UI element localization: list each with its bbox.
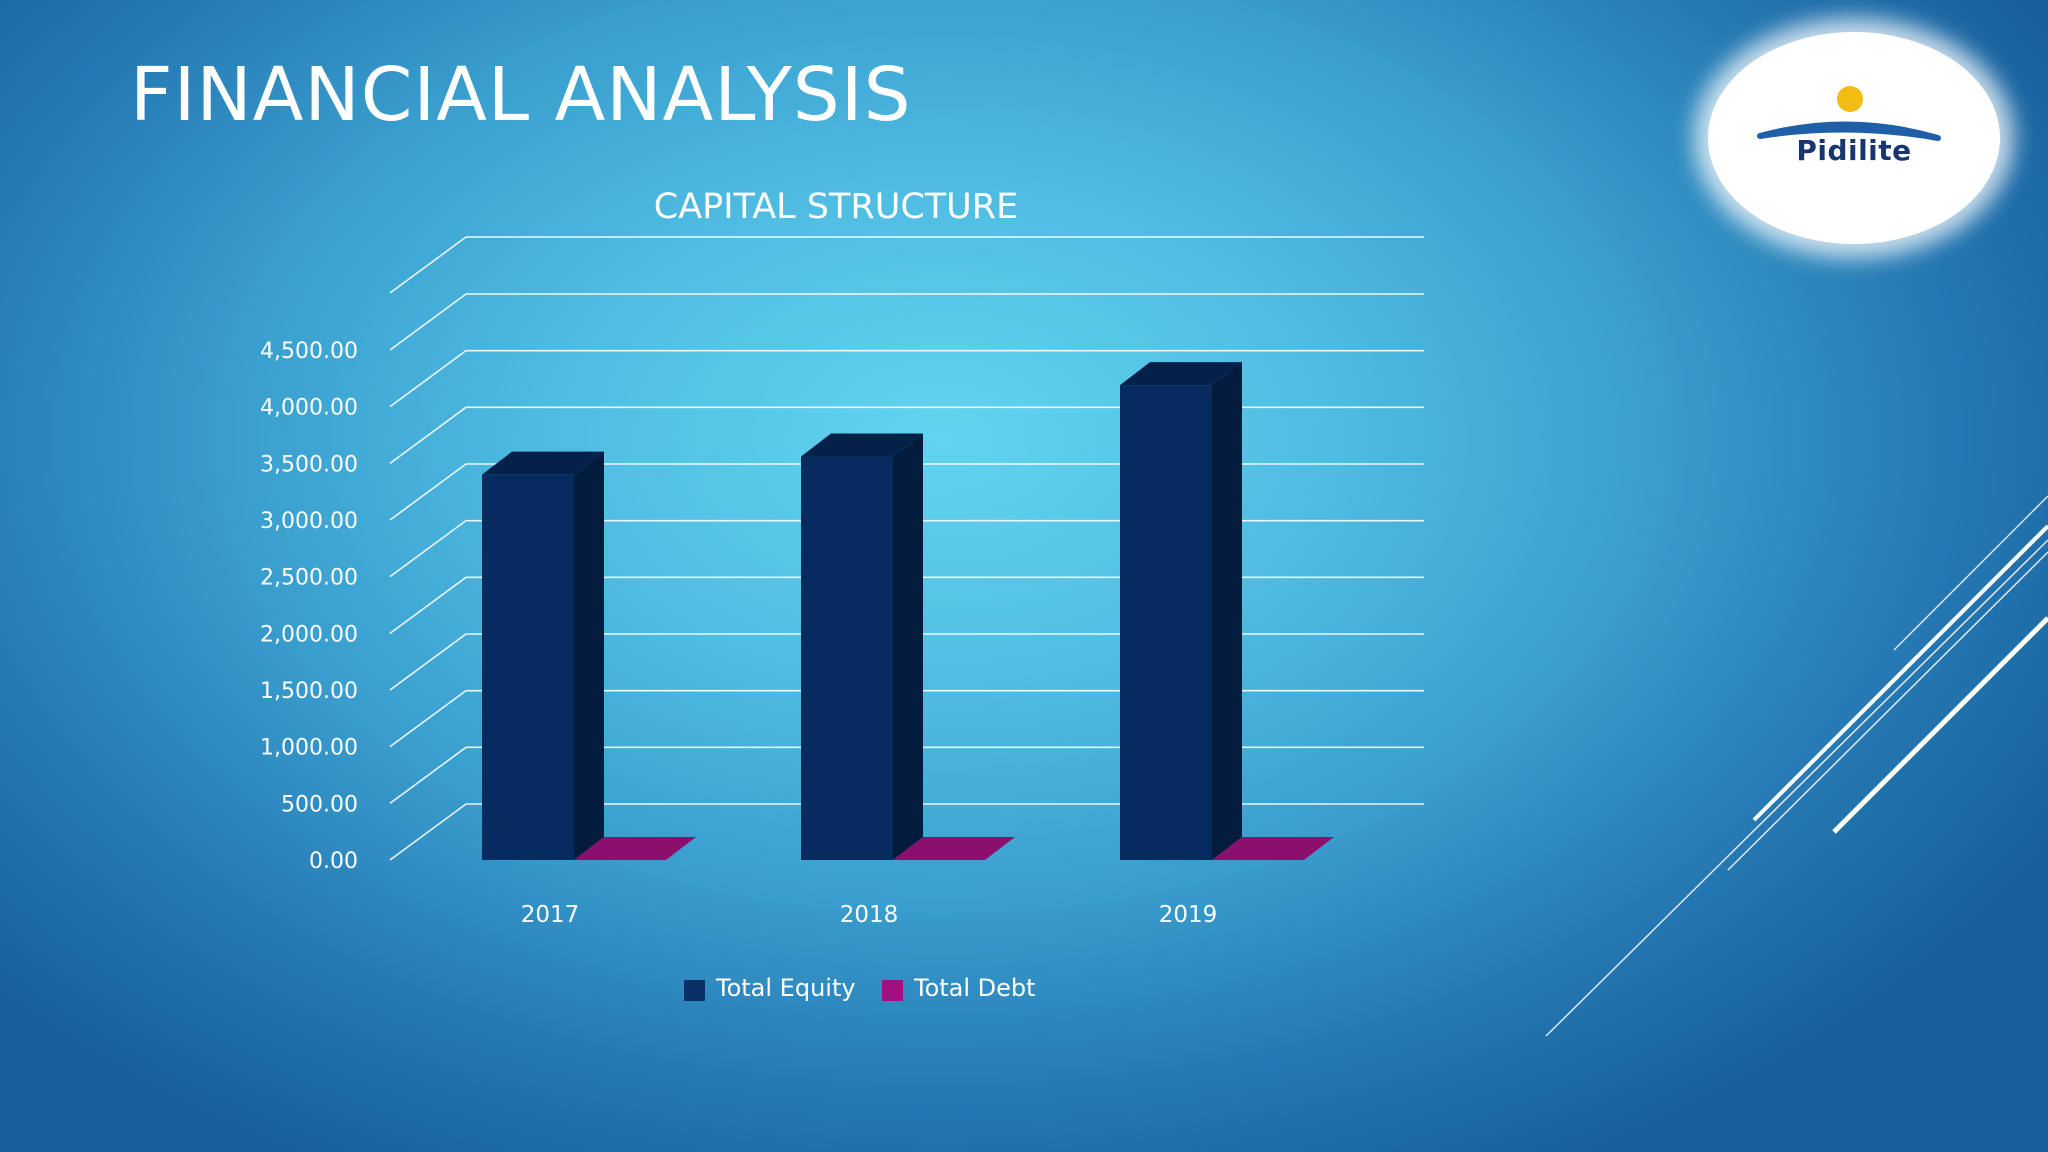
y-tick-label: 4,500.00 [260, 339, 358, 364]
gridline [389, 746, 1424, 804]
y-tick-label: 2,000.00 [260, 622, 358, 647]
y-tick-label: 500.00 [281, 792, 358, 817]
y-tick-label: 1,500.00 [260, 679, 358, 704]
bar-total-equity-side [893, 433, 923, 860]
logo-emblem-icon [1757, 86, 1941, 141]
bar-total-equity [1120, 385, 1212, 860]
bar-total-equity-side [574, 451, 604, 860]
chart-legend: Total Equity Total Debt [684, 974, 1036, 1002]
gridline [389, 689, 1424, 748]
pidilite-logo: Pidilite [1708, 32, 2000, 244]
legend-swatch [882, 980, 903, 1001]
gridline [389, 293, 1424, 351]
bar-total-equity-top [801, 433, 923, 457]
x-category-label: 2019 [1159, 902, 1218, 928]
bar-total-debt [574, 837, 696, 860]
gridline [389, 349, 1424, 408]
bar-total-debt [893, 837, 1015, 860]
gridline [389, 236, 1424, 294]
gridline [389, 803, 1424, 861]
y-tick-label: 1,000.00 [260, 736, 358, 761]
y-tick-label: 3,000.00 [260, 509, 358, 534]
chart-title: CAPITAL STRUCTURE [654, 187, 1018, 227]
y-tick-label: 3,500.00 [260, 452, 358, 477]
chart-bars [482, 362, 1334, 860]
legend-swatch [684, 980, 705, 1001]
bar-total-equity-top [482, 451, 604, 475]
gridline [389, 576, 1424, 634]
logo-text: Pidilite [1796, 134, 1912, 167]
gridline [389, 406, 1424, 464]
bar-total-equity-top [1120, 362, 1242, 386]
x-axis-labels: 2017 2018 2019 [521, 902, 1218, 928]
gridline [389, 463, 1424, 521]
y-tick-label: 4,000.00 [260, 396, 358, 421]
x-category-label: 2017 [521, 902, 580, 928]
gridline [389, 633, 1424, 691]
y-tick-label: 0.00 [309, 849, 358, 874]
x-category-label: 2018 [840, 902, 899, 928]
bar-total-debt [1212, 837, 1334, 860]
bar-total-equity [801, 456, 893, 860]
bar-total-equity [482, 474, 574, 860]
gridline [389, 519, 1424, 578]
chart-grid [389, 236, 1424, 861]
bar-total-equity-side [1212, 362, 1242, 860]
y-axis-ticks: 0.00 500.00 1,000.00 1,500.00 2,000.00 2,500.… [260, 339, 358, 874]
y-tick-label: 2,500.00 [260, 566, 358, 591]
legend-label: Total Equity [715, 974, 856, 1002]
slide-title: FINANCIAL ANALYSIS [130, 52, 912, 138]
legend-label: Total Debt [913, 974, 1036, 1002]
